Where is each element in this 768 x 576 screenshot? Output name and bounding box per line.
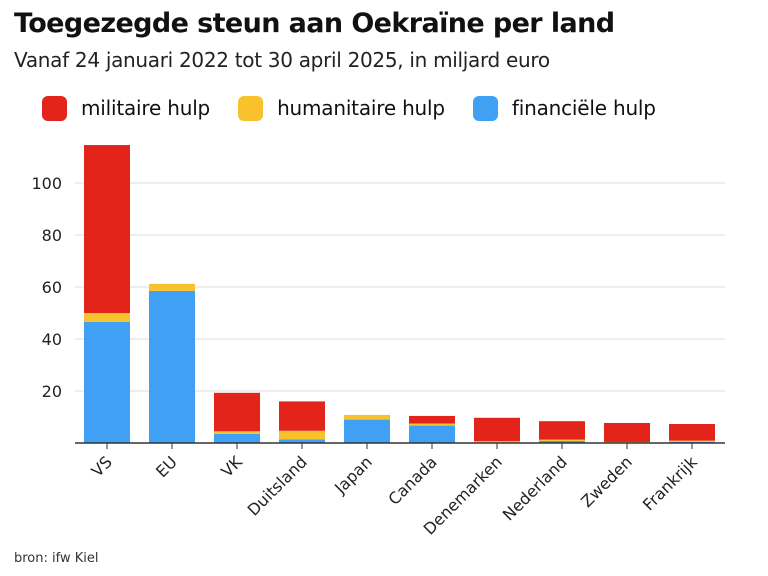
legend-label-humanitaire: humanitaire hulp [277, 96, 445, 120]
bar-duitsland-financiele [279, 439, 325, 443]
x-tick-label-vs: VS [87, 452, 115, 480]
bar-japan-financiele [344, 419, 390, 443]
bar-nederland-financiele [539, 440, 585, 443]
y-tick-label-80: 80 [42, 226, 62, 245]
bar-vs-humanitaire [84, 313, 130, 322]
legend-swatch-militaire [42, 95, 67, 121]
bar-vk-militaire [214, 392, 260, 432]
legend-item-financiele: financiële hulp [472, 95, 656, 121]
bar-canada-militaire [409, 415, 455, 424]
bar-denemarken-humanitaire [474, 441, 520, 443]
x-tick-label-duitsland: Duitsland [244, 452, 311, 519]
chart-title: Toegezegde steun aan Oekraïne per land [14, 8, 615, 39]
x-tick-label-canada: Canada [384, 452, 440, 508]
x-tick-label-eu: EU [152, 452, 181, 481]
x-tick-label-frankrijk: Frankrijk [639, 452, 701, 514]
x-tick-label-zweden: Zweden [577, 452, 636, 511]
bar-nederland-humanitaire [539, 439, 585, 441]
y-tick-label-100: 100 [31, 174, 62, 193]
bar-nederland-militaire [539, 421, 585, 440]
bar-denemarken-militaire [474, 417, 520, 442]
x-tick-label-nederland: Nederland [499, 452, 571, 524]
bar-eu-humanitaire [149, 283, 195, 291]
bar-zweden-militaire [604, 422, 650, 442]
bar-vk-financiele [214, 433, 260, 443]
bar-frankrijk-humanitaire [669, 440, 715, 442]
x-tick-label-japan: Japan [330, 452, 376, 498]
chart-subtitle: Vanaf 24 januari 2022 tot 30 april 2025,… [14, 48, 550, 72]
legend-item-humanitaire: humanitaire hulp [238, 95, 445, 121]
legend-label-financiele: financiële hulp [511, 96, 656, 120]
y-tick-label-60: 60 [42, 278, 62, 297]
bar-vk-humanitaire [214, 431, 260, 434]
bar-eu-financiele [149, 290, 195, 443]
legend: militaire hulp humanitaire hulp financië… [42, 92, 684, 124]
bar-duitsland-humanitaire [279, 430, 325, 440]
bar-vs-financiele [84, 321, 130, 443]
source-note: bron: ifw Kiel [14, 551, 99, 566]
bar-japan-humanitaire [344, 414, 390, 420]
bar-frankrijk-militaire [669, 424, 715, 441]
legend-swatch-humanitaire [238, 95, 264, 121]
legend-label-militaire: militaire hulp [81, 96, 211, 120]
bar-duitsland-militaire [279, 401, 325, 431]
y-tick-label-40: 40 [42, 330, 62, 349]
legend-swatch-financiele [472, 95, 498, 121]
bar-canada-financiele [409, 425, 455, 443]
legend-item-militaire: militaire hulp [42, 95, 211, 121]
y-tick-label-20: 20 [42, 382, 62, 401]
x-tick-label-vk: VK [217, 452, 246, 481]
bar-canada-humanitaire [409, 423, 455, 426]
bar-vs-militaire [84, 145, 130, 313]
